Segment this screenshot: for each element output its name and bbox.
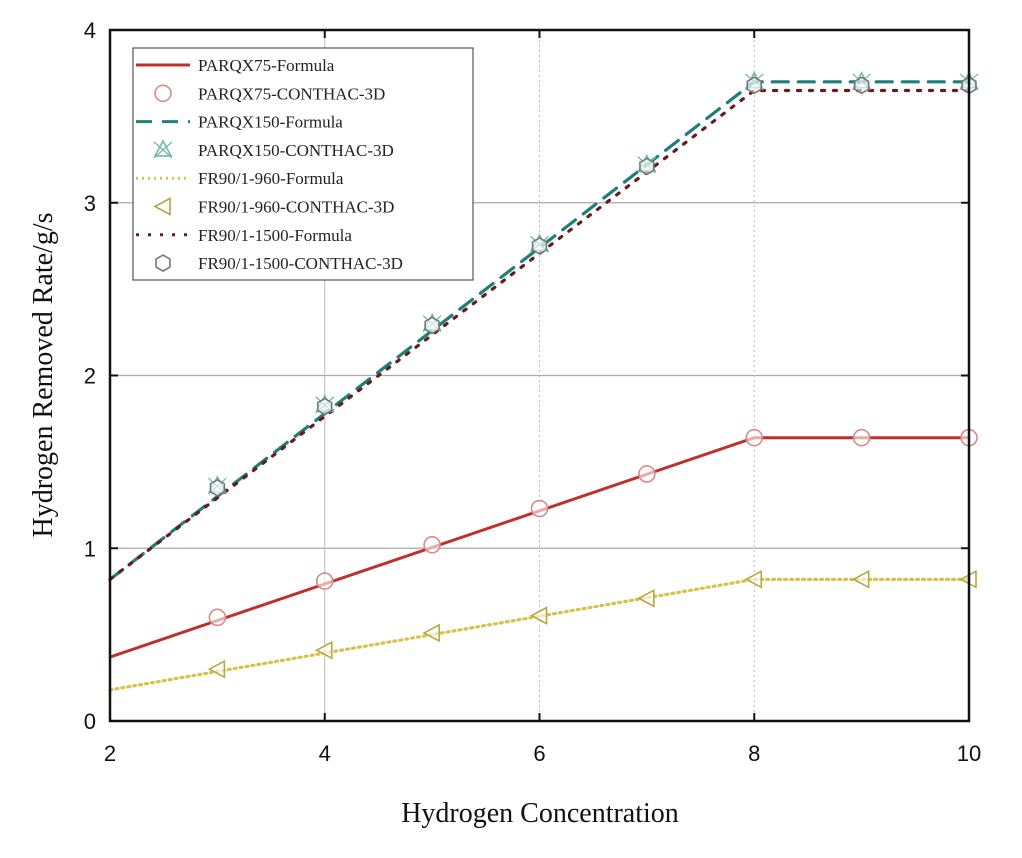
x-tick-label: 8 — [748, 741, 760, 766]
legend-item-parqx75-conthac-3d: PARQX75-CONTHAC-3D — [154, 84, 385, 103]
marker-circle — [423, 535, 441, 554]
y-tick-label: 3 — [84, 191, 96, 216]
legend-item-parqx150-conthac-3d: PARQX150-CONTHAC-3D — [153, 139, 394, 160]
data-point — [637, 589, 655, 608]
y-tick-label: 4 — [84, 18, 96, 43]
x-axis-label: Hydrogen Concentration — [401, 798, 679, 829]
y-axis-label: Hydrogen Removed Rate/g/s — [28, 212, 59, 537]
legend-label: PARQX75-CONTHAC-3D — [198, 84, 385, 103]
legend-swatch — [153, 197, 171, 216]
data-point — [639, 157, 655, 176]
marker-triangle — [851, 570, 870, 589]
marker-triangle — [153, 139, 173, 157]
legend-label: PARQX75-Formula — [198, 56, 335, 75]
data-point — [423, 535, 441, 554]
data-point — [315, 572, 334, 590]
x-tick-label: 6 — [533, 741, 545, 766]
data-point — [530, 499, 549, 518]
legend-swatch — [153, 139, 173, 159]
data-point — [746, 76, 762, 95]
legend-label: PARQX150-Formula — [198, 113, 343, 132]
marker-hexagon — [209, 478, 226, 497]
legend-item-fr90-1-960-formula: FR90/1-960-Formula — [136, 169, 344, 188]
marker-circle — [208, 608, 227, 627]
data-point — [209, 478, 226, 497]
ticks: 0 1 2 3 4 2 4 6 8 10 — [84, 18, 981, 766]
legend-swatch — [155, 254, 171, 273]
data-point — [208, 608, 227, 627]
marker-triangle — [422, 623, 440, 643]
data-point — [207, 659, 226, 679]
marker-hexagon — [424, 316, 440, 335]
data-point — [531, 237, 548, 255]
marker-hexagon — [853, 76, 870, 95]
x-tick-label: 4 — [319, 741, 331, 766]
marker-hexagon — [639, 157, 655, 176]
data-point — [744, 570, 763, 589]
data-point — [745, 428, 764, 447]
marker-triangle — [744, 570, 763, 589]
y-tick-label: 1 — [84, 536, 96, 561]
legend-label: FR90/1-1500-Formula — [198, 226, 352, 245]
legend-swatch — [154, 84, 172, 103]
data-point — [315, 640, 333, 660]
marker-circle — [852, 428, 871, 447]
data-point — [317, 397, 333, 416]
marker-circle — [530, 499, 549, 518]
marker-circle — [154, 84, 172, 103]
data-point — [853, 76, 870, 95]
legend-item-parqx150-formula: PARQX150-Formula — [136, 113, 343, 132]
marker-cross — [153, 141, 173, 159]
marker-circle — [315, 572, 334, 590]
marker-hexagon — [746, 76, 762, 95]
marker-hexagon — [531, 237, 548, 255]
marker-triangle — [637, 589, 655, 608]
x-tick-label: 2 — [104, 741, 116, 766]
marker-hexagon — [155, 254, 171, 273]
marker-circle — [638, 465, 656, 483]
x-tick-label: 10 — [957, 741, 981, 766]
data-point — [851, 570, 870, 589]
legend-label: PARQX150-CONTHAC-3D — [198, 141, 394, 160]
marker-triangle — [153, 197, 171, 216]
marker-circle — [745, 428, 764, 447]
data-point — [852, 428, 871, 447]
series-line-fr90-1-1500-formula — [108, 88, 971, 581]
data-point — [422, 623, 440, 643]
legend-item-parqx75-formula: PARQX75-Formula — [136, 56, 335, 75]
marker-triangle — [207, 659, 226, 679]
series-layer — [108, 71, 979, 692]
marker-hexagon — [317, 397, 333, 416]
marker-triangle — [529, 606, 548, 625]
data-point — [424, 316, 440, 335]
data-point — [638, 465, 656, 483]
legend: PARQX75-Formula PARQX75-CONTHAC-3D PARQX15… — [132, 47, 474, 281]
legend-item-fr90-1-960-conthac-3d: FR90/1-960-CONTHAC-3D — [153, 197, 394, 217]
legend-label: FR90/1-960-Formula — [198, 169, 344, 188]
data-point — [529, 606, 548, 625]
marker-triangle — [315, 640, 333, 660]
legend-box — [132, 47, 474, 281]
legend-label: FR90/1-960-CONTHAC-3D — [198, 198, 394, 217]
y-tick-label: 2 — [84, 364, 96, 389]
y-tick-label: 0 — [84, 709, 96, 734]
legend-label: FR90/1-1500-CONTHAC-3D — [198, 254, 403, 273]
legend-item-fr90-1-1500-conthac-3d: FR90/1-1500-CONTHAC-3D — [155, 254, 403, 273]
legend-item-fr90-1-1500-formula: FR90/1-1500-Formula — [136, 226, 352, 245]
